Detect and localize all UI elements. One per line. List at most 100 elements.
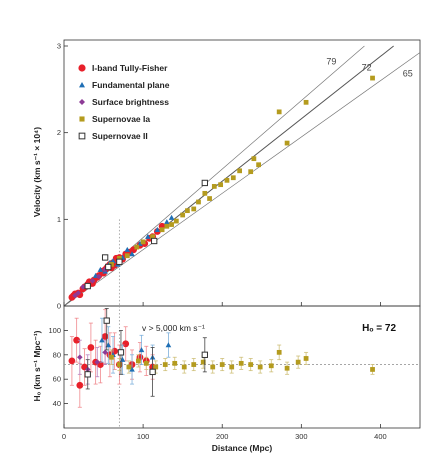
point-top-diamond: [89, 278, 96, 284]
point-bottom-diamond: [77, 354, 83, 361]
point-bottom-square: [238, 360, 244, 366]
point-bottom-open-square: [103, 317, 110, 324]
point-top-square: [180, 212, 186, 218]
x-tick-label: 0: [62, 432, 66, 441]
hubble-constant-label: Hₒ = 72: [362, 323, 396, 334]
point-bottom-open-square: [149, 368, 156, 376]
point-top-square: [169, 222, 174, 227]
point-bottom-square: [248, 362, 254, 367]
point-bottom-square: [219, 362, 225, 367]
point-top-open-square: [105, 263, 112, 271]
point-bottom-square: [116, 362, 122, 367]
point-bottom-open-square: [201, 351, 208, 358]
legend: I-band Tully-Fisher Fundamental plane Surf…: [78, 63, 170, 141]
point-bottom-square: [295, 359, 301, 365]
point-bottom-square: [268, 363, 274, 369]
point-bottom-circle: [76, 381, 84, 389]
point-bottom-triangle: [99, 337, 105, 343]
point-bottom-circle: [122, 340, 130, 348]
point-top-square: [134, 244, 140, 250]
fit-line-65: [63, 52, 421, 307]
legend-label: Fundamental plane: [92, 80, 170, 90]
point-top-open-square: [101, 254, 109, 261]
bottom-y-tick-label: 40: [53, 399, 61, 408]
point-top-diamond: [96, 273, 102, 280]
point-top-square: [164, 223, 170, 229]
point-top-diamond: [102, 266, 108, 273]
x-tick-label: 200: [216, 432, 229, 441]
x-tick-label: 100: [137, 432, 150, 441]
legend-marker: [78, 64, 86, 72]
point-top-square: [211, 184, 217, 189]
bottom-y-axis-label: Hₒ (km s⁻¹ Mpc⁻¹): [32, 330, 42, 401]
point-top-open-square: [201, 179, 208, 187]
point-bottom-square: [143, 360, 149, 366]
legend-label: Supernovae II: [92, 131, 148, 141]
point-top-square: [256, 162, 261, 168]
bottom-y-ticks: 40 60 80 100: [48, 326, 68, 408]
fit-line-label-65: 65: [403, 68, 413, 78]
point-bottom-square: [257, 364, 263, 370]
point-top-square: [237, 168, 243, 174]
top-y-tick-label: 3: [57, 42, 61, 51]
point-bottom-triangle: [138, 347, 145, 353]
point-top-open-square: [116, 258, 123, 265]
point-top-square: [116, 255, 122, 261]
legend-marker: [79, 116, 85, 122]
point-top-square: [276, 109, 282, 115]
point-bottom-diamond: [94, 359, 101, 365]
legend-label: I-band Tully-Fisher: [92, 63, 168, 73]
point-top-square: [124, 253, 130, 259]
x-ticks: 0 100 200 300 400: [62, 302, 387, 441]
point-bottom-square: [210, 364, 216, 370]
x-axis-label: Distance (Mpc): [212, 443, 273, 453]
top-y-tick-label: 0: [57, 302, 61, 311]
point-top-square: [159, 227, 165, 233]
bottom-panel-frame: [63, 305, 421, 429]
point-top-square: [191, 206, 197, 212]
legend-marker: [79, 99, 85, 105]
point-top-open-square: [151, 237, 158, 245]
fit-line-label-72: 72: [362, 62, 372, 72]
point-top-square: [218, 182, 224, 188]
point-bottom-square: [303, 356, 309, 361]
point-bottom-triangle: [165, 342, 172, 348]
point-bottom-square: [135, 358, 141, 364]
point-top-triangle: [129, 251, 135, 257]
point-top-square: [370, 75, 375, 81]
bottom-y-tick-label: 60: [53, 375, 61, 384]
point-top-square: [202, 190, 208, 196]
point-top-triangle: [110, 258, 116, 264]
point-top-square: [207, 196, 212, 201]
point-bottom-diamond: [102, 349, 108, 356]
point-top-diamond: [75, 290, 82, 296]
point-top-square: [303, 99, 309, 105]
velocity-threshold-annotation: v > 5,000 km s⁻¹: [142, 323, 205, 333]
point-top-triangle: [164, 219, 170, 225]
point-top-square: [109, 262, 114, 267]
x-tick-label: 300: [295, 432, 308, 441]
point-bottom-square: [172, 360, 178, 366]
point-bottom-square: [200, 359, 206, 365]
point-top-square: [140, 239, 146, 245]
point-top-square: [230, 175, 236, 181]
legend-marker: [79, 82, 85, 88]
point-top-triangle: [137, 240, 143, 246]
top-y-tick-label: 1: [57, 215, 61, 224]
top-y-tick-label: 2: [57, 128, 61, 137]
point-top-square: [185, 208, 190, 214]
point-top-square: [248, 169, 254, 175]
legend-label: Supernovae Ia: [92, 114, 150, 124]
point-top-square: [284, 140, 290, 146]
point-top-square: [224, 177, 230, 183]
point-bottom-triangle: [129, 366, 135, 372]
fit-line-label-79: 79: [326, 56, 336, 66]
point-top-open-square: [84, 282, 91, 290]
legend-label: Surface brightness: [92, 97, 169, 107]
point-bottom-square: [126, 364, 132, 370]
point-top-diamond: [72, 292, 78, 299]
point-bottom-square: [370, 367, 375, 372]
point-top-square: [251, 156, 257, 162]
point-top-triangle: [145, 233, 151, 239]
top-y-axis-label: Velocity (km s⁻¹ × 10⁴): [32, 127, 42, 217]
